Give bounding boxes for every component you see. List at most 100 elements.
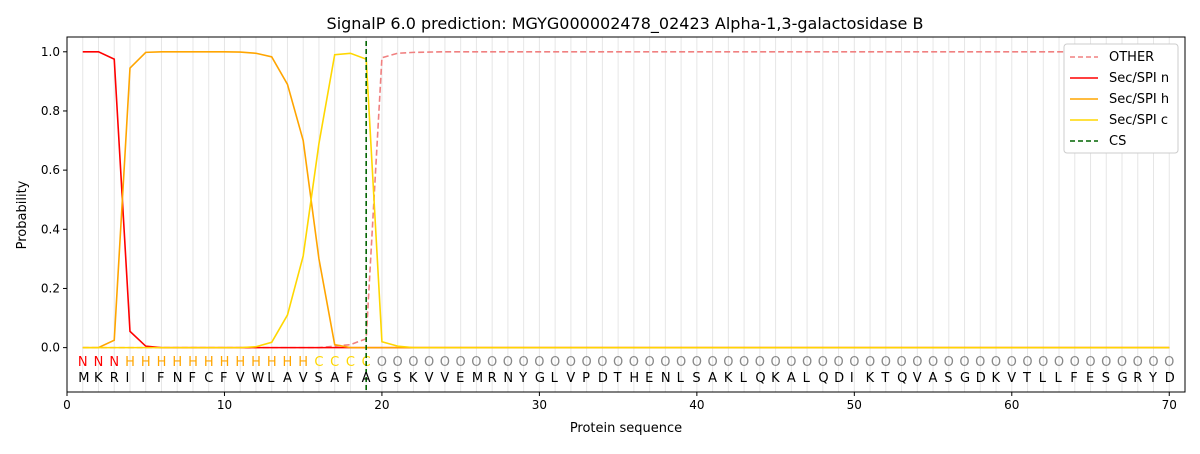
residue-letter: L: [551, 371, 559, 386]
legend-label: Sec/SPI h: [1109, 92, 1169, 107]
region-label: O: [1007, 355, 1017, 370]
residue-letter: A: [362, 371, 371, 386]
residue-letter: E: [645, 371, 653, 386]
region-label: O: [440, 355, 450, 370]
residue-letter: S: [314, 371, 322, 386]
residue-letter: D: [976, 371, 986, 386]
region-label: O: [503, 355, 513, 370]
region-label: O: [692, 355, 702, 370]
region-label: O: [519, 355, 529, 370]
region-label: O: [1070, 355, 1080, 370]
residue-letter: F: [1070, 371, 1077, 386]
residue-letter: T: [880, 371, 889, 386]
residue-letter: V: [440, 371, 449, 386]
residue-letter: D: [598, 371, 608, 386]
y-tick-label: 0.4: [41, 222, 60, 236]
region-label: H: [125, 355, 135, 370]
residue-letter: N: [661, 371, 671, 386]
residue-letter: K: [866, 371, 875, 386]
region-label: O: [928, 355, 938, 370]
residue-letter: P: [582, 371, 590, 386]
residue-letter: F: [220, 371, 227, 386]
residue-letter: L: [803, 371, 811, 386]
residue-letter: M: [472, 371, 483, 386]
region-label: H: [267, 355, 277, 370]
residue-letter: S: [393, 371, 401, 386]
residue-letter: V: [566, 371, 575, 386]
region-label: O: [723, 355, 733, 370]
residue-letter: L: [1055, 371, 1063, 386]
region-label: O: [849, 355, 859, 370]
region-label: O: [896, 355, 906, 370]
residue-letter: C: [204, 371, 213, 386]
region-label: H: [235, 355, 245, 370]
region-label: O: [660, 355, 670, 370]
residue-letter: S: [692, 371, 700, 386]
residue-letter: R: [110, 371, 119, 386]
region-label: O: [912, 355, 922, 370]
region-label: N: [94, 355, 104, 370]
residue-letter: Q: [897, 371, 907, 386]
region-label: O: [1148, 355, 1158, 370]
residue-letter: F: [346, 371, 353, 386]
residue-letter: I: [125, 371, 129, 386]
x-tick-label: 10: [217, 398, 232, 412]
residue-letter: I: [850, 371, 854, 386]
region-label: H: [157, 355, 167, 370]
x-tick-label: 40: [689, 398, 704, 412]
y-tick-label: 0.2: [41, 281, 60, 295]
region-label: H: [172, 355, 182, 370]
residue-letter: G: [377, 371, 387, 386]
residue-letter: K: [771, 371, 780, 386]
legend-box: [1063, 43, 1179, 154]
region-label: O: [786, 355, 796, 370]
residue-letter: V: [299, 371, 308, 386]
x-tick-label: 50: [847, 398, 862, 412]
region-label: O: [377, 355, 387, 370]
region-label: H: [188, 355, 198, 370]
residue-letter: T: [1022, 371, 1031, 386]
residue-letter: A: [929, 371, 938, 386]
region-label: O: [424, 355, 434, 370]
region-label: O: [770, 355, 780, 370]
region-label: O: [1101, 355, 1111, 370]
region-label: C: [314, 355, 323, 370]
region-label: O: [534, 355, 544, 370]
y-tick-label: 0.8: [41, 104, 60, 118]
residue-letter: N: [503, 371, 513, 386]
region-label: O: [833, 355, 843, 370]
region-label: O: [959, 355, 969, 370]
residue-letter: K: [409, 371, 418, 386]
region-label: O: [393, 355, 403, 370]
residue-letter: K: [94, 371, 103, 386]
residue-letter: T: [613, 371, 622, 386]
residue-letter: R: [1133, 371, 1142, 386]
residue-letter: L: [740, 371, 748, 386]
region-label: N: [78, 355, 88, 370]
residue-letter: D: [1165, 371, 1175, 386]
residue-letter: K: [992, 371, 1001, 386]
region-label: O: [471, 355, 481, 370]
region-label: O: [944, 355, 954, 370]
legend-label: Sec/SPI n: [1109, 71, 1169, 86]
region-label: O: [865, 355, 875, 370]
residue-letter: I: [141, 371, 145, 386]
residue-letter: Y: [518, 371, 527, 386]
residue-letter: R: [488, 371, 497, 386]
region-label: H: [141, 355, 151, 370]
region-label: O: [1038, 355, 1048, 370]
region-label: O: [991, 355, 1001, 370]
y-tick-label: 0.0: [41, 341, 60, 355]
residue-letter: A: [708, 371, 717, 386]
series-line-other: [82, 50, 1170, 349]
series-line-sec-spi-n: [82, 50, 1170, 349]
region-label: O: [645, 355, 655, 370]
region-label: O: [1054, 355, 1064, 370]
legend-label: OTHER: [1109, 50, 1154, 65]
residue-letter: L: [267, 371, 275, 386]
region-label: H: [220, 355, 230, 370]
region-label: O: [613, 355, 623, 370]
residue-letter: M: [78, 371, 89, 386]
